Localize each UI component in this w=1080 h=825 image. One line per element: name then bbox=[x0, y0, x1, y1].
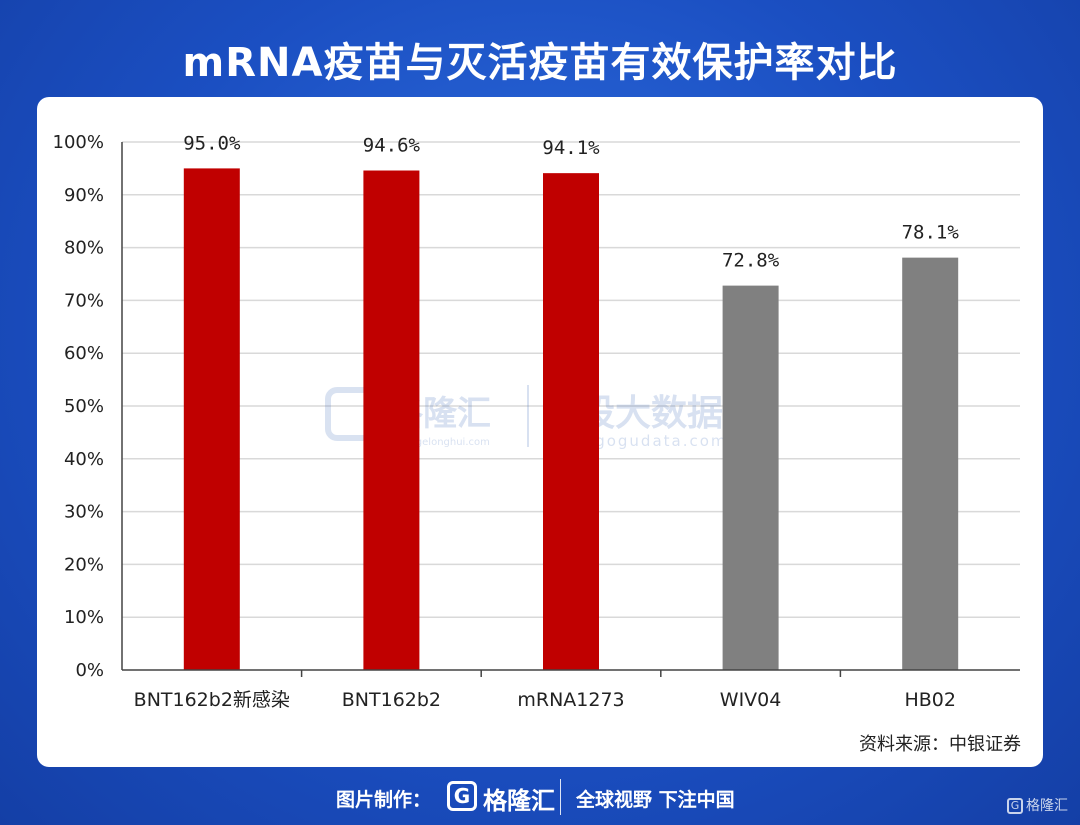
x-tick-label: WIV04 bbox=[720, 689, 782, 711]
page-title: mRNA疫苗与灭活疫苗有效保护率对比 bbox=[182, 40, 898, 86]
y-tick-label: 90% bbox=[64, 185, 104, 206]
footer: 图片制作： G 格隆汇 全球视野 下注中国 bbox=[0, 775, 1080, 825]
footer-divider bbox=[560, 779, 561, 815]
y-tick-label: 0% bbox=[75, 660, 104, 681]
x-tick-label: mRNA1273 bbox=[517, 689, 624, 711]
footer-slogan: 全球视野 下注中国 bbox=[576, 789, 735, 811]
watermark-brand-url: www.gelonghui.com bbox=[389, 437, 490, 448]
bar bbox=[363, 170, 420, 670]
y-tick-label: 40% bbox=[64, 449, 104, 470]
corner-logo-icon: G bbox=[1007, 798, 1023, 814]
made-by-label: 图片制作： bbox=[336, 789, 432, 811]
bar-chart: 格隆汇 www.gelonghui.com 勾股大数据 www.gogudata… bbox=[53, 132, 1020, 711]
bar bbox=[902, 257, 959, 670]
footer-logo-name: 格隆汇 bbox=[483, 787, 555, 815]
x-tick-label: BNT162b2 bbox=[342, 689, 441, 711]
corner-watermark-text: 格隆汇 bbox=[1026, 798, 1068, 814]
y-tick-label: 30% bbox=[64, 502, 104, 523]
data-label: 78.1% bbox=[902, 222, 960, 244]
y-tick-label: 10% bbox=[64, 607, 104, 628]
bar bbox=[722, 285, 779, 670]
source-note: 资料来源：中银证券 bbox=[859, 734, 1021, 755]
x-tick-label: BNT162b2新感染 bbox=[134, 689, 290, 711]
chart-card: 格隆汇 www.gelonghui.com 勾股大数据 www.gogudata… bbox=[37, 97, 1043, 767]
gelonghui-logo-icon: G bbox=[447, 781, 477, 811]
data-label: 72.8% bbox=[722, 250, 780, 272]
watermark-divider bbox=[527, 385, 529, 447]
data-label: 94.6% bbox=[363, 135, 421, 157]
data-label: 94.1% bbox=[542, 137, 600, 159]
y-tick-label: 60% bbox=[64, 343, 104, 364]
corner-watermark: G 格隆汇 bbox=[1007, 795, 1068, 815]
y-tick-label: 50% bbox=[64, 396, 104, 417]
data-label: 95.0% bbox=[183, 132, 241, 154]
y-tick-label: 80% bbox=[64, 238, 104, 259]
bar bbox=[183, 168, 240, 670]
x-tick-label: HB02 bbox=[904, 689, 956, 711]
bars: 95.0% 94.6% 94.1% 72.8% 78.1% bbox=[183, 132, 959, 670]
watermark: 格隆汇 www.gelonghui.com 勾股大数据 www.gogudata… bbox=[325, 385, 726, 450]
y-tick-label: 20% bbox=[64, 554, 104, 575]
axes: 0% 10% 20% 30% 40% 50% 60% 70% 80% 90% 100% BNT162b… bbox=[53, 132, 1020, 711]
y-tick-label: 70% bbox=[64, 290, 104, 311]
bar bbox=[543, 173, 599, 670]
y-tick-label: 100% bbox=[53, 132, 104, 153]
